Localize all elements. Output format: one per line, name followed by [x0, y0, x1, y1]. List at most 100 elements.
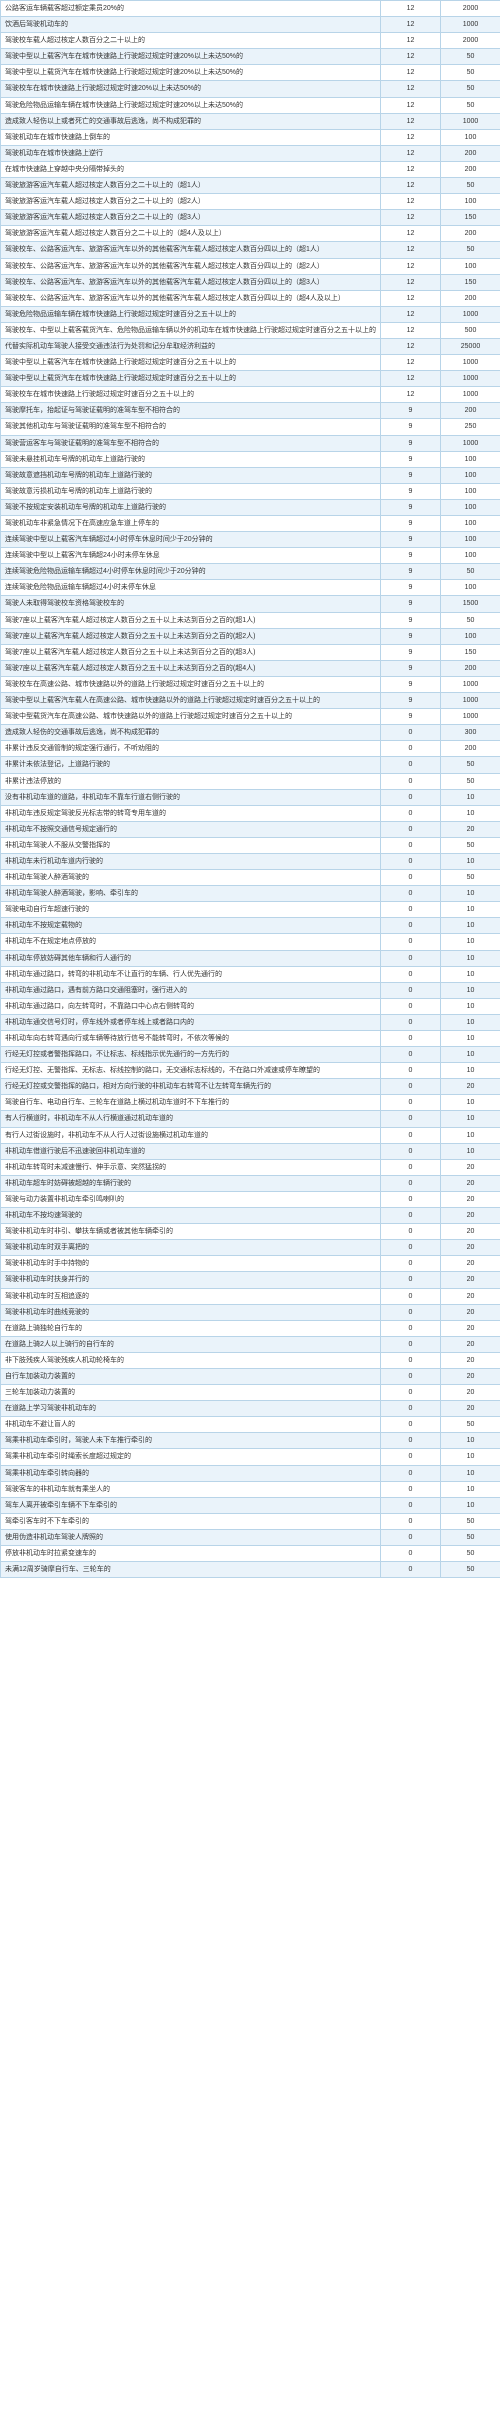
table-row: 非机动车驾驶人醉酒驾驶的050 [1, 870, 500, 886]
points-value: 9 [381, 596, 441, 612]
points-value: 12 [381, 81, 441, 97]
table-row: 驾驶非机动车时曲线竞驶的020 [1, 1304, 500, 1320]
points-value: 12 [381, 113, 441, 129]
points-value: 9 [381, 644, 441, 660]
points-value: 12 [381, 33, 441, 49]
points-value: 9 [381, 451, 441, 467]
violation-description: 驾驶中型以上载货汽车在城市快速路上行驶超过规定时速百分之五十以上的 [1, 371, 381, 387]
fine-value: 100 [441, 451, 500, 467]
fine-value: 1500 [441, 596, 500, 612]
table-row: 驾驶中型以上载货汽车在城市快速路上行驶超过规定时速20%以上未达50%的1250 [1, 65, 500, 81]
fine-value: 50 [441, 97, 500, 113]
table-row: 非下肢残疾人驾驶残疾人机动轮椅车的020 [1, 1352, 500, 1368]
violation-description: 非累计违反交通管制的规定强行通行，不听劝阻的 [1, 741, 381, 757]
points-value: 0 [381, 1143, 441, 1159]
fine-value: 200 [441, 226, 500, 242]
fine-value: 10 [441, 1063, 500, 1079]
points-value: 0 [381, 1546, 441, 1562]
table-row: 驾驶校车在城市快速路上行驶超过规定时速20%以上未达50%的1250 [1, 81, 500, 97]
fine-value: 200 [441, 660, 500, 676]
table-row: 非机动车未行机动车道内行驶的010 [1, 853, 500, 869]
violation-description: 驾驶摩托车，抬起证与驾驶证载明的准驾车型不相符合的 [1, 403, 381, 419]
fine-value: 100 [441, 548, 500, 564]
fine-value: 10 [441, 1095, 500, 1111]
violation-description: 未满12周岁骑摩自行车、三轮车的 [1, 1562, 381, 1578]
fine-value: 100 [441, 499, 500, 515]
fine-value: 2000 [441, 1, 500, 17]
table-row: 停放非机动车时拉紧变速车的050 [1, 1546, 500, 1562]
fine-value: 10 [441, 1111, 500, 1127]
table-row: 非机动车转弯时未减速慢行、伸手示意、突然猛拐的020 [1, 1159, 500, 1175]
fine-value: 20 [441, 1401, 500, 1417]
points-value: 9 [381, 548, 441, 564]
fine-value: 20 [441, 1368, 500, 1384]
points-value: 9 [381, 612, 441, 628]
points-value: 12 [381, 129, 441, 145]
points-value: 12 [381, 17, 441, 33]
table-row: 驾驶旅游客运汽车载人超过核定人数百分之二十以上的（超2人）12100 [1, 194, 500, 210]
violation-description: 在道路上骑独轮自行车的 [1, 1320, 381, 1336]
points-value: 9 [381, 532, 441, 548]
fine-value: 50 [441, 49, 500, 65]
table-row: 驾驶旅游客运汽车载人超过核定人数百分之二十以上的（超4人及以上）12200 [1, 226, 500, 242]
table-row: 驾驶非机动车时手中持物的020 [1, 1256, 500, 1272]
fine-value: 50 [441, 1529, 500, 1545]
fine-value: 10 [441, 998, 500, 1014]
fine-value: 20 [441, 1208, 500, 1224]
violation-description: 连续驾驶危险物品运输车辆超过4小时停车休息时间少于20分钟的 [1, 564, 381, 580]
violation-description: 驾驶自行车、电动自行车、三轮车在道路上横过机动车道时不下车推行的 [1, 1095, 381, 1111]
points-value: 12 [381, 226, 441, 242]
fine-value: 1000 [441, 676, 500, 692]
violation-description: 非累计违法停放的 [1, 773, 381, 789]
violation-description: 非下肢残疾人驾驶残疾人机动轮椅车的 [1, 1352, 381, 1368]
fine-value: 150 [441, 644, 500, 660]
fine-value: 1000 [441, 113, 500, 129]
violation-description: 驾驶与动力装置非机动车牵引鸣喇叭的 [1, 1191, 381, 1207]
table-row: 非机动车通过路口，转弯的非机动车不让直行的车辆、行人优先通行的010 [1, 966, 500, 982]
table-row: 造成致人轻伤以上或者死亡的交通事故后逃逸，尚不构成犯罪的121000 [1, 113, 500, 129]
points-value: 0 [381, 1159, 441, 1175]
fine-value: 20 [441, 1272, 500, 1288]
points-value: 0 [381, 725, 441, 741]
table-row: 连续驾驶中型以上载客汽车辆超过4小时停车休息时间少于20分钟的9100 [1, 532, 500, 548]
points-value: 0 [381, 966, 441, 982]
violation-description: 非机动车驾驶人醉酒驾驶，影响、牵引车的 [1, 886, 381, 902]
violation-description: 驾驶校车、公路客运汽车、旅游客运汽车以外的其他载客汽车载人超过核定人数百分四以上… [1, 258, 381, 274]
fine-value: 10 [441, 1433, 500, 1449]
fine-value: 50 [441, 1546, 500, 1562]
points-value: 0 [381, 886, 441, 902]
fine-value: 100 [441, 129, 500, 145]
table-row: 在道路上骑2人以上骑行的自行车的020 [1, 1336, 500, 1352]
table-row: 驾驶电动自行车超速行驶的010 [1, 902, 500, 918]
table-row: 行经无灯控、无警指挥、无标志、标线控制的路口，无交通标志标线的，不在路口外减速或… [1, 1063, 500, 1079]
violation-description: 驾驶旅游客运汽车载人超过核定人数百分之二十以上的（超1人） [1, 178, 381, 194]
table-row: 驾驶非机动车时扶身并行的020 [1, 1272, 500, 1288]
table-row: 驾驶客车的非机动车就有乘坐人的010 [1, 1481, 500, 1497]
violation-description: 驾驶非机动车时曲线竞驶的 [1, 1304, 381, 1320]
points-value: 0 [381, 1513, 441, 1529]
violation-description: 非机动车通过路口，转弯的非机动车不让直行的车辆、行人优先通行的 [1, 966, 381, 982]
violation-description: 驾驶中型以上载客汽车载人在高速公路、城市快速路以外的道路上行驶超过规定时速百分之… [1, 693, 381, 709]
points-value: 12 [381, 242, 441, 258]
points-value: 12 [381, 387, 441, 403]
points-value: 12 [381, 258, 441, 274]
violation-description: 有行人过街设施时，非机动车不从人行人过街设施横过机动车道的 [1, 1127, 381, 1143]
table-row: 驾驶中型以上载客汽车载人在高速公路、城市快速路以外的道路上行驶超过规定时速百分之… [1, 693, 500, 709]
violation-description: 驾驶营运客车与驾驶证载明的准驾车型不相符合的 [1, 435, 381, 451]
points-value: 9 [381, 516, 441, 532]
fine-value: 100 [441, 483, 500, 499]
points-value: 0 [381, 1095, 441, 1111]
violation-description: 驾驶校车、中型以上载客载货汽车、危险物品运输车辆以外的机动车在城市快速路上行驶超… [1, 322, 381, 338]
table-row: 驾乘非机动车牵引时绳索长度超过规定的010 [1, 1449, 500, 1465]
violation-description: 驾乘非机动车牵引转向器的 [1, 1465, 381, 1481]
table-row: 驾驶校车、公路客运汽车、旅游客运汽车以外的其他载客汽车载人超过核定人数百分四以上… [1, 242, 500, 258]
violation-description: 驾驶7座以上载客汽车载人超过核定人数百分之五十以上未达到百分之百的(超4人) [1, 660, 381, 676]
points-value: 0 [381, 821, 441, 837]
points-value: 0 [381, 1401, 441, 1417]
table-row: 使用伪造非机动车驾驶人牌照的050 [1, 1529, 500, 1545]
points-value: 0 [381, 1175, 441, 1191]
table-row: 自行车加装动力装置的020 [1, 1368, 500, 1384]
points-value: 12 [381, 306, 441, 322]
violation-description: 驾驶校车、公路客运汽车、旅游客运汽车以外的其他载客汽车载人超过核定人数百分四以上… [1, 242, 381, 258]
fine-value: 200 [441, 161, 500, 177]
